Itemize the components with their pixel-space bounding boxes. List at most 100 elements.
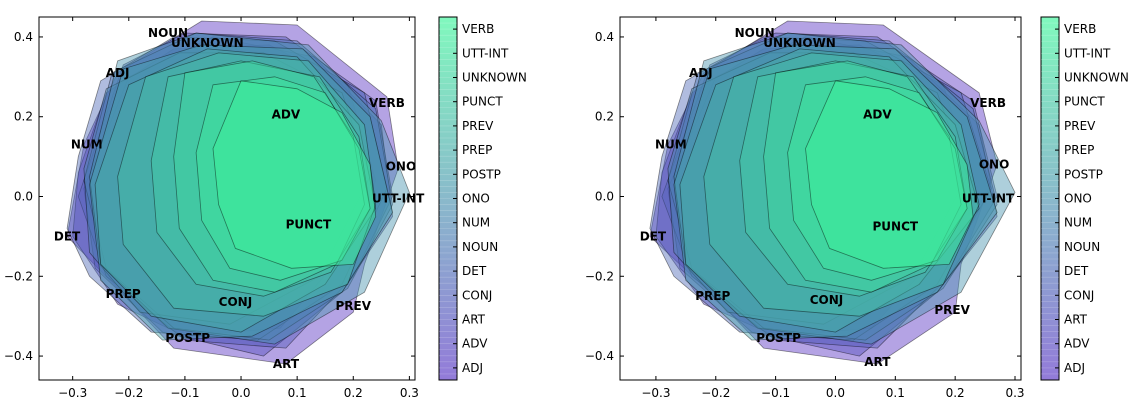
chart-0-point-label-utt-int: UTT-INT xyxy=(372,192,425,206)
chart-1-point-label-num: NUM xyxy=(655,138,687,152)
chart-1-xtick-label: 0.1 xyxy=(886,386,905,400)
chart-0-colorbar-label-verb: VERB xyxy=(462,22,494,36)
chart-1-polygon-adj xyxy=(649,20,998,365)
chart-0-point-label-num: NUM xyxy=(71,138,103,152)
chart-0-polygon-adv xyxy=(72,44,377,337)
chart-1-colorbar-label-num: NUM xyxy=(1064,216,1092,230)
chart-0-point-label-art: ART xyxy=(273,357,300,371)
chart-1-point-label-ono: ONO xyxy=(979,158,1009,172)
chart-1-colorbar-label-adj: ADJ xyxy=(1064,361,1085,375)
chart-1-ytick-label: 0.2 xyxy=(595,110,614,124)
chart-1-ytick-label: −0.2 xyxy=(585,269,614,283)
chart-0-polygon-utt-int xyxy=(195,76,371,281)
chart-0-xtick-label: 0.2 xyxy=(344,386,363,400)
chart-0-point-label-unknown: UNKNOWN xyxy=(171,36,244,50)
chart-1-xtick-label: 0.0 xyxy=(826,386,845,400)
chart-0-point-label-adv: ADV xyxy=(272,108,301,122)
chart-0-polygon-punct xyxy=(150,60,371,297)
chart-1-polygons xyxy=(649,20,1016,365)
chart-1-point-label-noun: NOUN xyxy=(735,26,775,40)
chart-0-point-label-punct: PUNCT xyxy=(286,217,332,231)
chart-0-ytick-label: −0.2 xyxy=(4,269,33,283)
chart-0-polygon-postp xyxy=(89,44,394,341)
chart-1-point-label-unknown: UNKNOWN xyxy=(763,36,836,50)
chart-0-ytick-label: 0.0 xyxy=(14,190,33,204)
chart-1-colorbar-label-utt-int: UTT-INT xyxy=(1064,46,1111,60)
chart-1-colorbar-label-art: ART xyxy=(1064,313,1088,327)
chart-1-xtick-label: −0.2 xyxy=(701,386,730,400)
chart-1-point-label-adv: ADV xyxy=(863,108,892,122)
chart-0-colorbar-label-num: NUM xyxy=(462,216,490,230)
chart-0-xtick-label: 0.1 xyxy=(288,386,307,400)
chart-0-xtick-label: −0.1 xyxy=(170,386,199,400)
chart-0-polygon-prep xyxy=(94,48,377,333)
chart-1-ytick-label: −0.4 xyxy=(585,349,614,363)
chart-0-xtick-label: −0.2 xyxy=(114,386,143,400)
chart-1-xtick-label: 0.3 xyxy=(1005,386,1024,400)
chart-1-colorbar-label-postp: POSTP xyxy=(1064,167,1103,181)
chart-1-point-label-adj: ADJ xyxy=(689,66,713,80)
chart-1-point-label-verb: VERB xyxy=(970,96,1006,110)
chart-0-colorbar-label-utt-int: UTT-INT xyxy=(462,46,509,60)
chart-0-point-label-conj: CONJ xyxy=(219,295,253,309)
chart-1-polygon-art xyxy=(667,36,998,357)
chart-0-colorbar-label-noun: NOUN xyxy=(462,240,498,254)
chart-1-ytick-label: 0.4 xyxy=(595,30,614,44)
chart-1-point-label-postp: POSTP xyxy=(756,331,801,345)
chart-0-xtick-label: 0.0 xyxy=(231,386,250,400)
chart-1-axes-frame xyxy=(619,16,1022,381)
chart-0-colorbar-label-det: DET xyxy=(462,264,487,278)
chart-1-polygon-punct xyxy=(739,60,968,297)
chart-1-point-label-punct: PUNCT xyxy=(873,219,919,233)
chart-1-polygon-prep xyxy=(679,48,980,333)
chart-1-polygon-noun xyxy=(667,32,998,341)
chart-0-polygons xyxy=(66,20,410,365)
chart-0-polygon-det xyxy=(66,36,388,341)
chart-0-point-label-prev: PREV xyxy=(336,299,372,313)
chart-1-xtick-label: −0.1 xyxy=(761,386,790,400)
chart-0-colorbar-label-ono: ONO xyxy=(462,192,490,206)
chart-1-point-label-conj: CONJ xyxy=(810,293,844,307)
chart-1-point-label-utt-int: UTT-INT xyxy=(962,192,1015,206)
chart-1-polygon-conj xyxy=(661,32,998,349)
chart-0-colorbar-label-prep: PREP xyxy=(462,143,492,157)
chart-0-polygon-noun xyxy=(83,32,394,341)
chart-0-polygon-art xyxy=(83,36,394,357)
chart-1-colorbar-label-prep: PREP xyxy=(1064,143,1094,157)
chart-0-point-label-prep: PREP xyxy=(106,287,141,301)
chart-0-point-label-postp: POSTP xyxy=(165,331,210,345)
chart-0-colorbar-label-conj: CONJ xyxy=(462,288,492,302)
chart-1-colorbar-label-ono: ONO xyxy=(1064,192,1092,206)
chart-1-point-label-det: DET xyxy=(640,229,667,243)
chart-1-colorbar-label-adv: ADV xyxy=(1064,337,1090,351)
chart-1-colorbar-label-prev: PREV xyxy=(1064,119,1096,133)
chart-0-polygon-verb xyxy=(212,80,377,269)
chart-0-polygon-ono xyxy=(89,32,410,345)
chart-0-point-label-adj: ADJ xyxy=(106,66,130,80)
chart-1-polygon-postp xyxy=(673,44,998,341)
chart-1-polygon-adv xyxy=(655,44,974,337)
chart-0-colorbar-label-art: ART xyxy=(462,313,486,327)
chart-0-axes-frame xyxy=(38,16,416,381)
chart-0-polygon-num xyxy=(83,52,371,325)
chart-0-ytick-label: −0.4 xyxy=(4,349,33,363)
chart-left: −0.3 −0.2 −0.1 0.0 0.1 0.2 0.3 −0.4 −0.2 0.0 0.2 0.… xyxy=(4,16,527,400)
chart-0-colorbar-label-prev: PREV xyxy=(462,119,494,133)
chart-1-point-label-art: ART xyxy=(864,355,891,369)
chart-0-point-label-noun: NOUN xyxy=(148,26,188,40)
chart-right: −0.3 −0.2 −0.1 0.0 0.1 0.2 0.3 −0.4 −0.2 0.0 0.2 0.… xyxy=(585,16,1129,400)
chart-1-polygon-unknown xyxy=(763,60,962,293)
chart-0-ytick-label: 0.2 xyxy=(14,110,33,124)
chart-0-polygon-unknown xyxy=(173,60,365,293)
chart-0-point-label-verb: VERB xyxy=(369,96,405,110)
chart-1-polygon-det xyxy=(649,36,992,341)
chart-1-point-label-prep: PREP xyxy=(695,289,730,303)
chart-0-colorbar-label-punct: PUNCT xyxy=(462,95,503,109)
chart-0-colorbar-label-postp: POSTP xyxy=(462,167,501,181)
chart-1-colorbar-label-verb: VERB xyxy=(1064,22,1096,36)
chart-0-polygon-prev xyxy=(117,52,377,317)
chart-1-polygon-ono xyxy=(673,32,1016,345)
chart-1-colorbar-label-conj: CONJ xyxy=(1064,288,1094,302)
chart-1-point-label-prev: PREV xyxy=(934,303,970,317)
